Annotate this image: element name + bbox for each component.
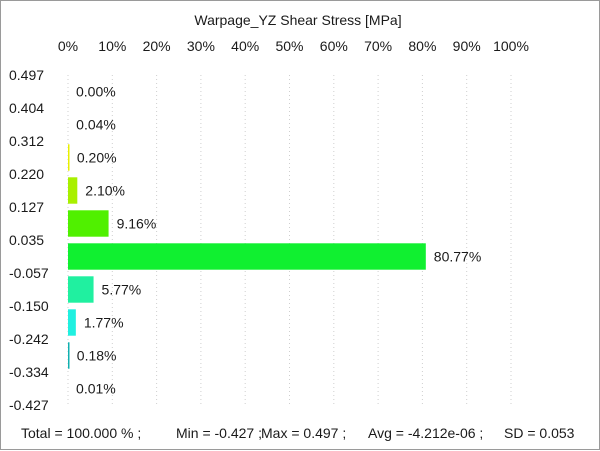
bar-value-label: 1.77% [84,315,124,331]
bar-value-label: 0.04% [76,117,116,133]
y-tick-label: -0.242 [9,331,49,347]
bar [68,342,70,369]
x-tick-label: 60% [320,38,348,54]
stat-avg: Avg = -4.212e-06 ; [368,425,483,441]
bar [68,276,94,303]
y-tick-label: 0.312 [9,133,44,149]
footer-stats: Total = 100.000 % ; Min = -0.427 ; Max =… [21,425,575,441]
x-tick-label: 30% [187,38,215,54]
bar-value-label: 0.00% [76,84,116,100]
bar-value-label: 5.77% [102,282,142,298]
x-tick-label: 0% [58,38,78,54]
y-tick-label: -0.057 [9,265,49,281]
bar [68,309,76,336]
bar-value-label: 0.20% [77,150,117,166]
chart-title: Warpage_YZ Shear Stress [MPa] [194,12,401,28]
bar [68,177,78,204]
bar-value-label: 0.18% [77,348,117,364]
x-tick-labels: 0% 10% 20% 30% 40% 50% 60% 70% 80% 90% 100% [58,38,529,54]
y-tick-label: 0.404 [9,100,44,116]
bar [68,243,426,270]
stat-total: Total = 100.000 % ; [21,425,141,441]
bar-value-label: 2.10% [85,183,125,199]
stat-max: Max = 0.497 ; [261,425,346,441]
bar-value-label: 0.01% [76,381,116,397]
x-tick-label: 50% [275,38,303,54]
y-tick-label: -0.334 [9,364,49,380]
grid [67,75,512,405]
x-tick-label: 80% [408,38,436,54]
bars [68,144,426,369]
x-tick-label: 10% [98,38,126,54]
y-tick-label: 0.220 [9,166,44,182]
y-tick-labels: 0.497 0.404 0.312 0.220 0.127 0.035 -0.057 -0.1… [9,67,49,413]
y-tick-label: -0.150 [9,298,49,314]
x-tick-label: 100% [493,38,529,54]
x-tick-label: 20% [143,38,171,54]
bar [68,210,109,237]
x-tick-label: 90% [453,38,481,54]
data-labels: 0.00% 0.04% 0.20% 2.10% 9.16% 80.77% 5.77% 1.77… [76,84,481,397]
y-tick-label: 0.497 [9,67,44,83]
bar-value-label: 80.77% [434,249,481,265]
bar [68,144,70,171]
x-tick-label: 40% [231,38,259,54]
bar-value-label: 9.16% [117,216,157,232]
y-tick-label: 0.127 [9,199,44,215]
stat-min: Min = -0.427 ; [176,425,262,441]
stat-sd: SD = 0.053 [504,425,575,441]
y-tick-label: -0.427 [9,397,49,413]
x-tick-label: 70% [364,38,392,54]
y-tick-label: 0.035 [9,232,44,248]
